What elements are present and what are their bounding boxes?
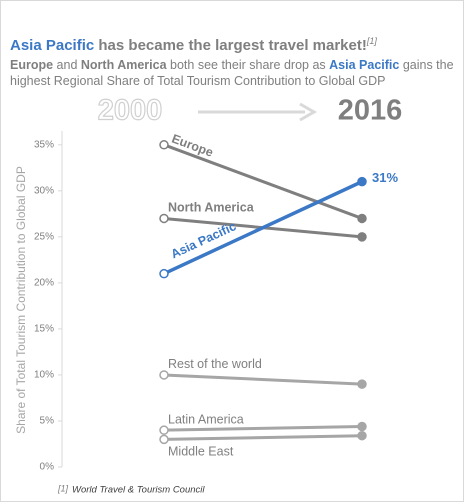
slope-line [163,180,363,276]
slope-line [163,424,363,432]
subtitle-part: gains the highest Regional Share of Tota… [10,58,454,88]
series-label: North America [168,201,255,215]
point [159,434,169,445]
point [357,421,367,432]
slope-line [163,143,363,220]
point [357,430,367,441]
y-tick-label: 25% [34,232,54,243]
subtitle-part: Europe [10,58,54,72]
point [159,268,169,279]
point [357,232,367,242]
y-tick-label: 0% [40,462,55,473]
category-label: 2000 [98,95,163,127]
y-tick-label: 35% [34,139,54,150]
subtitle-part: and [53,58,81,72]
footnote: World Travel & Tourism Council [72,485,205,496]
series-label: Rest of the world [168,357,262,371]
series-label: Latin America [168,412,244,426]
subtitle-part: Asia Pacific [329,58,400,72]
y-axis-label: Share of Total Tourism Contribution to G… [14,166,28,434]
point [159,370,169,380]
category-label: 2016 [338,95,403,127]
y-tick-label: 20% [34,278,54,289]
point [159,213,169,224]
slope-line [163,434,363,441]
title-part: has became the largest travel market! [94,37,367,54]
title: Asia Pacific has became the largest trav… [10,36,454,54]
subtitle-part: both see their share drop as [166,58,330,72]
y-tick-label: 5% [40,416,55,427]
point [357,176,367,187]
y-tick-label: 30% [34,185,54,196]
value-label: 31% [372,170,398,185]
y-tick-label: 10% [34,370,54,381]
point [159,425,169,435]
subtitle-part: North America [80,58,167,72]
series-label: Middle East [168,445,234,459]
title-ref: [1] [366,36,377,46]
y-tick-label: 15% [34,324,54,335]
subtitle: Europe and North America both see their … [10,57,454,89]
title-part: Asia Pacific [10,37,95,54]
footnote-ref: [1] [57,483,69,493]
point [357,213,367,224]
arrow-head [299,102,318,122]
slope-line [163,373,363,386]
point [159,140,169,150]
point [357,379,367,389]
